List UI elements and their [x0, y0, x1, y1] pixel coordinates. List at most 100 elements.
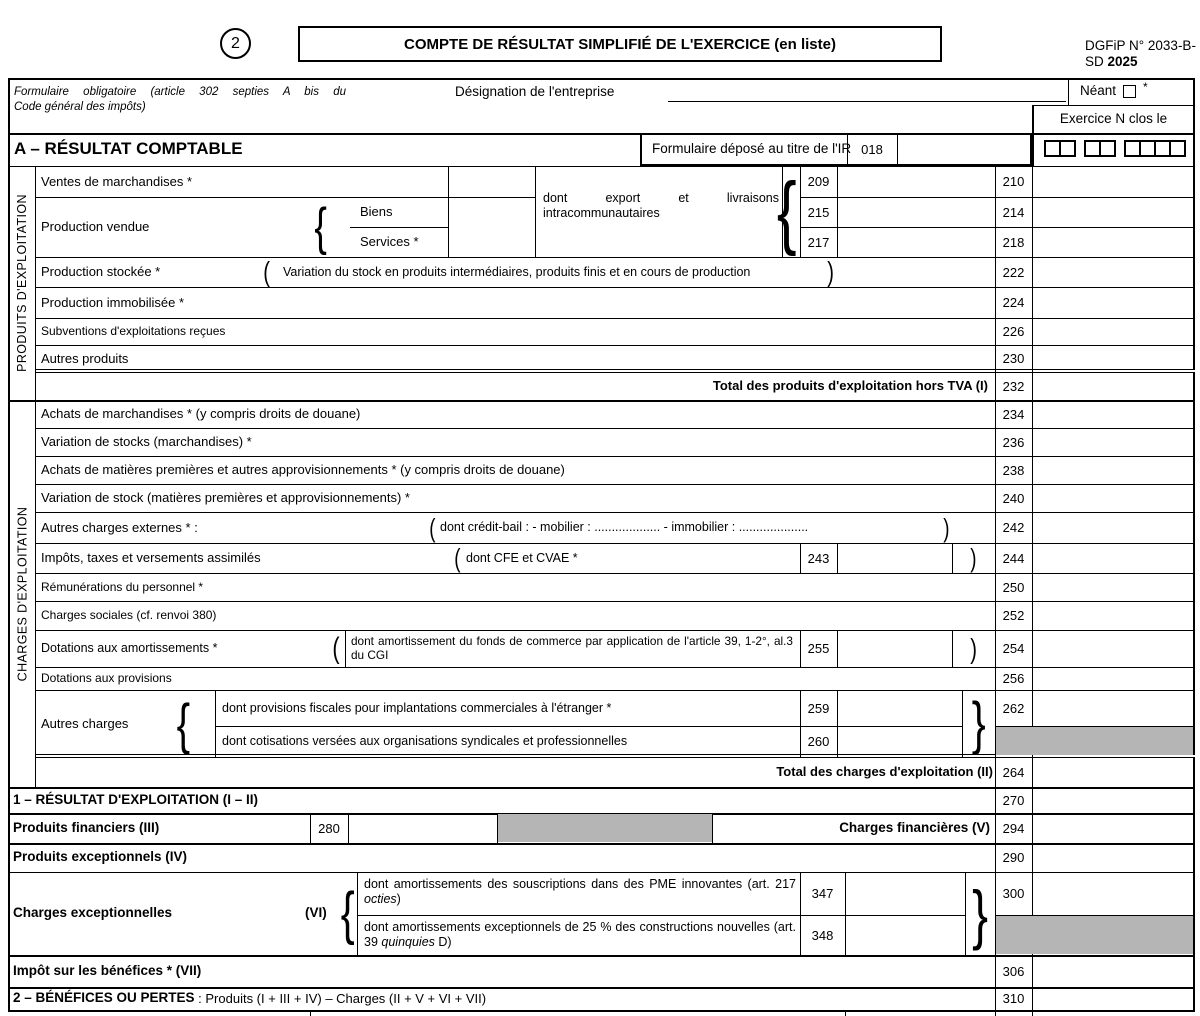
- neant-label: Néant: [1080, 83, 1117, 99]
- code-218: 218: [1002, 234, 1025, 250]
- table-border-top: [8, 78, 1195, 80]
- value-cell-256[interactable]: [1033, 668, 1192, 689]
- grid-line: [35, 428, 1195, 429]
- paren-close: ): [970, 543, 977, 573]
- code-262: 262: [1002, 700, 1025, 716]
- grid-line-v: [800, 166, 801, 257]
- paren-open: (: [332, 631, 340, 665]
- sub-label-260: dont cotisations versées aux organisatio…: [222, 734, 628, 748]
- row-label-biens: Biens: [360, 204, 393, 220]
- code-306: 306: [1002, 963, 1025, 979]
- row-label-produits-financiers: Produits financiers (III): [13, 819, 160, 835]
- row-label-autres-charges: Autres charges: [41, 715, 129, 731]
- value-cell-300[interactable]: [1033, 873, 1192, 914]
- mandatory-notice-line1: Formulaire obligatoire (article 302 sept…: [14, 86, 346, 98]
- date-box[interactable]: [1058, 140, 1076, 157]
- row-label-remunerations: Rémunérations du personnel *: [41, 579, 204, 594]
- value-cell-232[interactable]: [1033, 373, 1192, 399]
- sub-label-348-text: dont amortissements exceptionnels de 25 …: [364, 920, 796, 949]
- value-cell-255[interactable]: [838, 631, 951, 666]
- ir-value-cell[interactable]: [898, 135, 1030, 164]
- ir-code: 018: [861, 142, 883, 157]
- section-charges: CHARGES D'EXPLOITATION: [9, 400, 35, 787]
- code-256: 256: [1002, 671, 1025, 686]
- value-cell-234[interactable]: [1033, 401, 1192, 427]
- value-cell-210[interactable]: [1033, 167, 1192, 196]
- value-cell-240[interactable]: [1033, 485, 1192, 511]
- code-222: 222: [1002, 264, 1025, 280]
- paren-open: (: [428, 512, 436, 543]
- row-label-production-immobilisee: Production immobilisée *: [41, 294, 185, 310]
- grid-line-v: [837, 543, 838, 573]
- value-cell-262[interactable]: [1033, 691, 1192, 725]
- table-border-right: [1193, 78, 1195, 1012]
- value-cell-348[interactable]: [846, 916, 964, 954]
- grid-line-v: [215, 690, 216, 757]
- designation-input-line[interactable]: [668, 101, 1066, 102]
- section-line: [8, 843, 1195, 845]
- value-cell-244[interactable]: [1033, 544, 1192, 572]
- row-label-autres-charges-externes: Autres charges externes * :: [41, 519, 198, 535]
- row-label-total-produits: Total des produits d'exploitation hors T…: [712, 378, 988, 394]
- paren-close: ): [942, 512, 950, 543]
- value-cell-236[interactable]: [1033, 429, 1192, 455]
- mandatory-notice-line2: Code général des impôts): [14, 101, 146, 113]
- value-cell-264[interactable]: [1033, 759, 1192, 786]
- grid-line: [995, 726, 1195, 727]
- grid-line: [35, 287, 1195, 288]
- section-a-title: A – RÉSULTAT COMPTABLE: [14, 139, 243, 159]
- value-cell-238[interactable]: [1033, 457, 1192, 483]
- value-cell-260[interactable]: [838, 727, 961, 756]
- value-cell-280[interactable]: [349, 815, 497, 842]
- row-label-resultat-exploitation: 1 – RÉSULTAT D'EXPLOITATION (I – II): [13, 791, 258, 807]
- value-cell-209[interactable]: [838, 167, 994, 196]
- grid-line-v: [497, 813, 498, 843]
- value-cell-290[interactable]: [1033, 845, 1192, 871]
- grid-line-v: [712, 813, 713, 843]
- value-cell-224[interactable]: [1033, 288, 1192, 317]
- value-cell-243[interactable]: [838, 544, 951, 572]
- value-cell-230[interactable]: [1033, 346, 1192, 370]
- code-217: 217: [807, 234, 830, 250]
- code-232: 232: [1002, 378, 1025, 394]
- sub-label-259: dont provisions fiscales pour implantati…: [222, 700, 612, 715]
- value-cell-259[interactable]: [838, 691, 961, 725]
- cfe-cvae-note: dont CFE et CVAE *: [466, 550, 578, 565]
- code-250: 250: [1002, 579, 1025, 595]
- designation-label: Désignation de l'entreprise: [455, 84, 615, 99]
- value-cell-226[interactable]: [1033, 319, 1192, 344]
- value-cell-222[interactable]: [1033, 258, 1192, 286]
- value-cell-214[interactable]: [1033, 198, 1192, 226]
- value-cell-250[interactable]: [1033, 574, 1192, 600]
- value-cell-294[interactable]: [1033, 815, 1192, 842]
- code-240: 240: [1002, 490, 1025, 506]
- row-label-services: Services *: [360, 234, 419, 250]
- section-produits: PRODUITS D'EXPLOITATION: [9, 166, 35, 400]
- row-label-charges-sociales: Charges sociales (cf. renvoi 380): [41, 608, 217, 623]
- grid-line: [35, 484, 1195, 485]
- date-box[interactable]: [1168, 140, 1186, 157]
- value-cell-270[interactable]: [1033, 789, 1192, 812]
- grid-line-v: [35, 166, 36, 787]
- form-title: COMPTE DE RÉSULTAT SIMPLIFIÉ DE L'EXERCI…: [298, 26, 942, 62]
- value-cell-347[interactable]: [846, 873, 964, 914]
- credit-bail-note: dont crédit-bail : - mobilier : ........…: [440, 520, 809, 534]
- value-cell-252[interactable]: [1033, 602, 1192, 629]
- ir-box-divider2: [897, 135, 898, 164]
- grid-line: [35, 690, 1195, 691]
- value-cell-215[interactable]: [838, 198, 994, 226]
- value-cell-242[interactable]: [1033, 513, 1192, 542]
- grid-line-v: [535, 166, 536, 257]
- code-215: 215: [807, 204, 830, 220]
- value-cell-310[interactable]: [1033, 988, 1192, 1009]
- grid-line-v: [345, 630, 346, 667]
- date-box[interactable]: [1098, 140, 1116, 157]
- neant-checkbox[interactable]: [1123, 85, 1137, 98]
- value-cell-217[interactable]: [838, 228, 994, 256]
- code-234: 234: [1002, 406, 1025, 422]
- brace-open: {: [777, 166, 797, 257]
- grid-line-v: [952, 543, 953, 573]
- value-cell-254[interactable]: [1033, 631, 1192, 666]
- value-cell-218[interactable]: [1033, 228, 1192, 256]
- value-cell-306[interactable]: [1033, 957, 1192, 986]
